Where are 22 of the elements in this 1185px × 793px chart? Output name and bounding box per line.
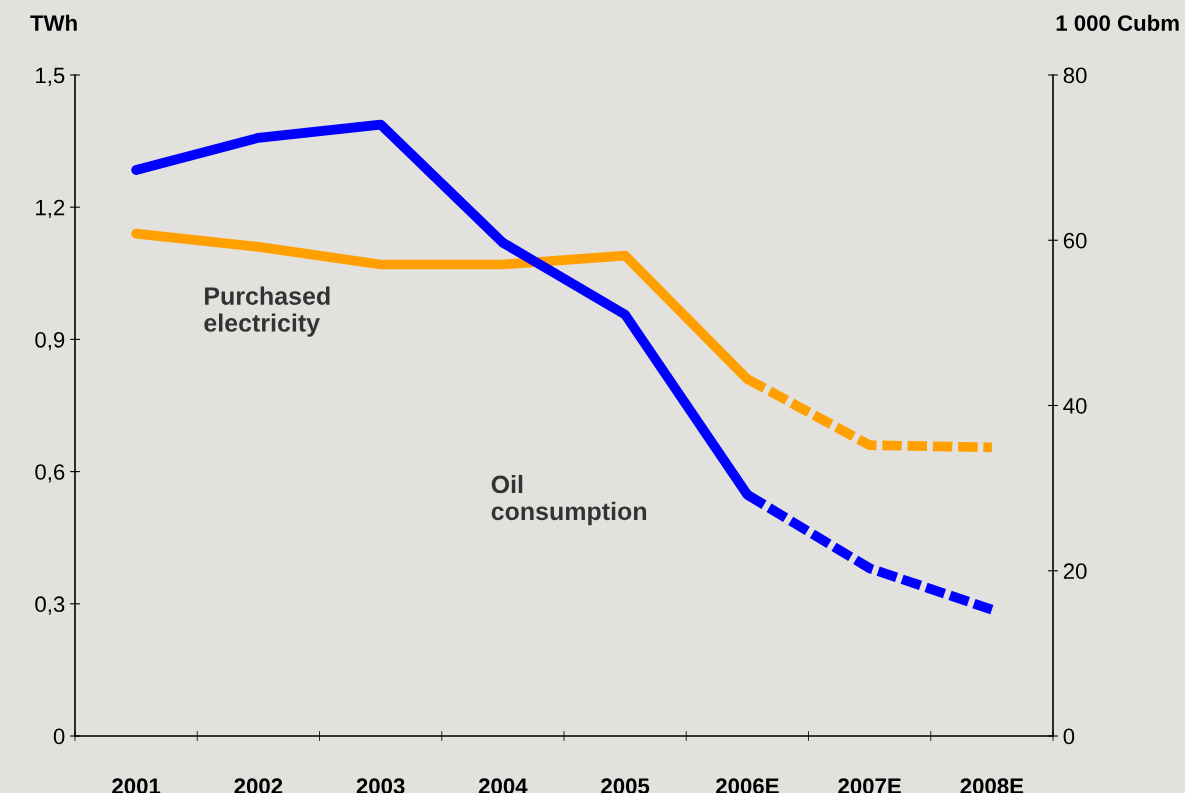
x-tick-label: 2002 (234, 778, 283, 793)
series-label: Purchased electricity (204, 286, 330, 337)
text: Oil consumption (491, 474, 647, 526)
y-tick-label: 0,9 (35, 331, 65, 351)
x-tick-label: 2006E (716, 778, 779, 793)
x-tick-label: 2007E (838, 778, 901, 793)
y-tick-label: 0,6 (35, 464, 65, 483)
x-tick-label: 2008E (960, 778, 1024, 793)
y2-tick-label: 40 (1063, 398, 1087, 414)
y-tick-label: 0,3 (35, 596, 65, 615)
x-tick-label: 2004 (478, 778, 528, 793)
y-tick-label: 1,2 (36, 199, 65, 219)
y2-tick-label: 20 (1063, 563, 1087, 580)
x-tick-label: 2001 (112, 778, 161, 793)
y2-tick-label: 80 (1063, 67, 1087, 84)
y-tick-label: 0 (53, 728, 65, 745)
y-axis-title: TWh (30, 14, 77, 31)
y2-tick-label: 60 (1063, 232, 1087, 249)
y2-tick-label: 0 (1063, 728, 1075, 745)
x-tick-label: 2005 (601, 778, 650, 793)
y2-axis-title: 1 000 Cubm (1056, 14, 1179, 31)
y-tick-label: 1,5 (36, 67, 65, 86)
